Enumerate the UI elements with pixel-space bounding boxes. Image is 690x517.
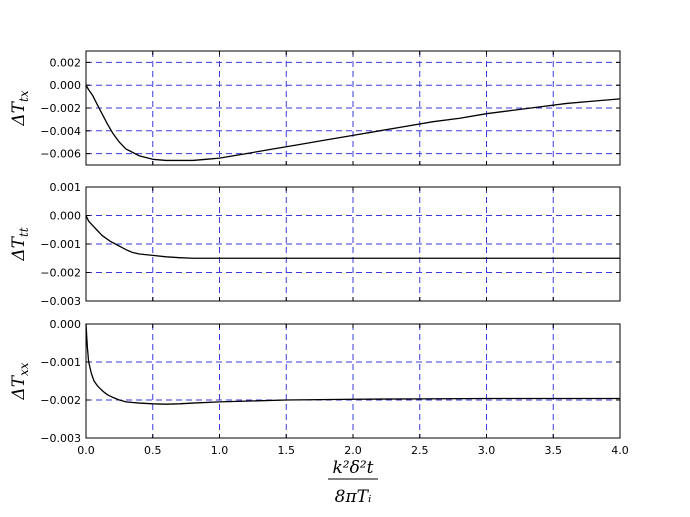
y-tick-label: −0.004 [40, 125, 81, 138]
y-tick-label: 0.000 [50, 79, 82, 92]
axes-frame [85, 323, 621, 439]
y-tick-label: −0.002 [40, 267, 81, 280]
axes-frame [85, 50, 621, 166]
x-axis-label: k²δ²t 8πTᵢ [328, 458, 378, 507]
axes-frame [85, 186, 621, 302]
y-tick-label: 0.002 [50, 56, 82, 69]
y-tick-label: −0.001 [40, 356, 81, 369]
y-tick-label: −0.001 [40, 238, 81, 251]
y-axis-label-main: ΔT [9, 235, 29, 261]
x-tick-label: 0.0 [77, 444, 95, 457]
y-tick-label: 0.001 [50, 181, 82, 194]
series-line [85, 215, 620, 259]
y-axis-label: ΔTtx [9, 90, 31, 126]
series-line [85, 323, 620, 405]
y-axis-label-main: ΔT [9, 100, 29, 126]
y-tick-label: −0.002 [40, 394, 81, 407]
x-tick-label: 4.0 [611, 444, 629, 457]
subplots: 0.0020.000−0.002−0.004−0.006ΔTtx0.0010.0… [9, 50, 629, 457]
subplot-3: 0.0 0.5 1.0 1.5 2.0 2.5 3.0 3.5 4.0 0.000 −0.001 −0… [9, 318, 629, 457]
y-tick-label: 0.000 [50, 318, 82, 331]
y-axis-label-main: ΔT [9, 374, 29, 400]
subplot-1: 0.002 0.000 −0.002 −0.004 −0.006 ΔTtx [9, 50, 621, 166]
y-tick-label: −0.002 [40, 102, 81, 115]
x-tick-label: 3.5 [545, 444, 563, 457]
x-tick-label: 1.0 [211, 444, 229, 457]
subplot-2: 0.001 0.000 −0.001 −0.002 −0.003 ΔTtt [9, 181, 621, 308]
x-tick-label: 2.5 [411, 444, 429, 457]
x-tick-label: 2.0 [344, 444, 362, 457]
y-tick-label: −0.003 [40, 432, 81, 445]
y-axis-label-subscript: tx [17, 90, 31, 102]
y-axis-label-subscript: tt [17, 227, 31, 237]
x-tick-label: 3.0 [478, 444, 496, 457]
y-tick-label: −0.003 [40, 295, 81, 308]
x-axis-label-numerator: k²δ²t [333, 458, 374, 478]
x-tick-label: 0.5 [144, 444, 162, 457]
y-axis-label: ΔTtt [9, 227, 31, 261]
series-line [85, 84, 621, 162]
y-axis-label: ΔTxx [9, 362, 31, 400]
x-axis-label-denominator: 8πTᵢ [335, 487, 372, 507]
y-tick-label: 0.000 [50, 210, 82, 223]
y-tick-label: −0.006 [40, 148, 81, 161]
y-axis-label-subscript: xx [17, 362, 31, 376]
x-tick-label: 1.5 [278, 444, 296, 457]
